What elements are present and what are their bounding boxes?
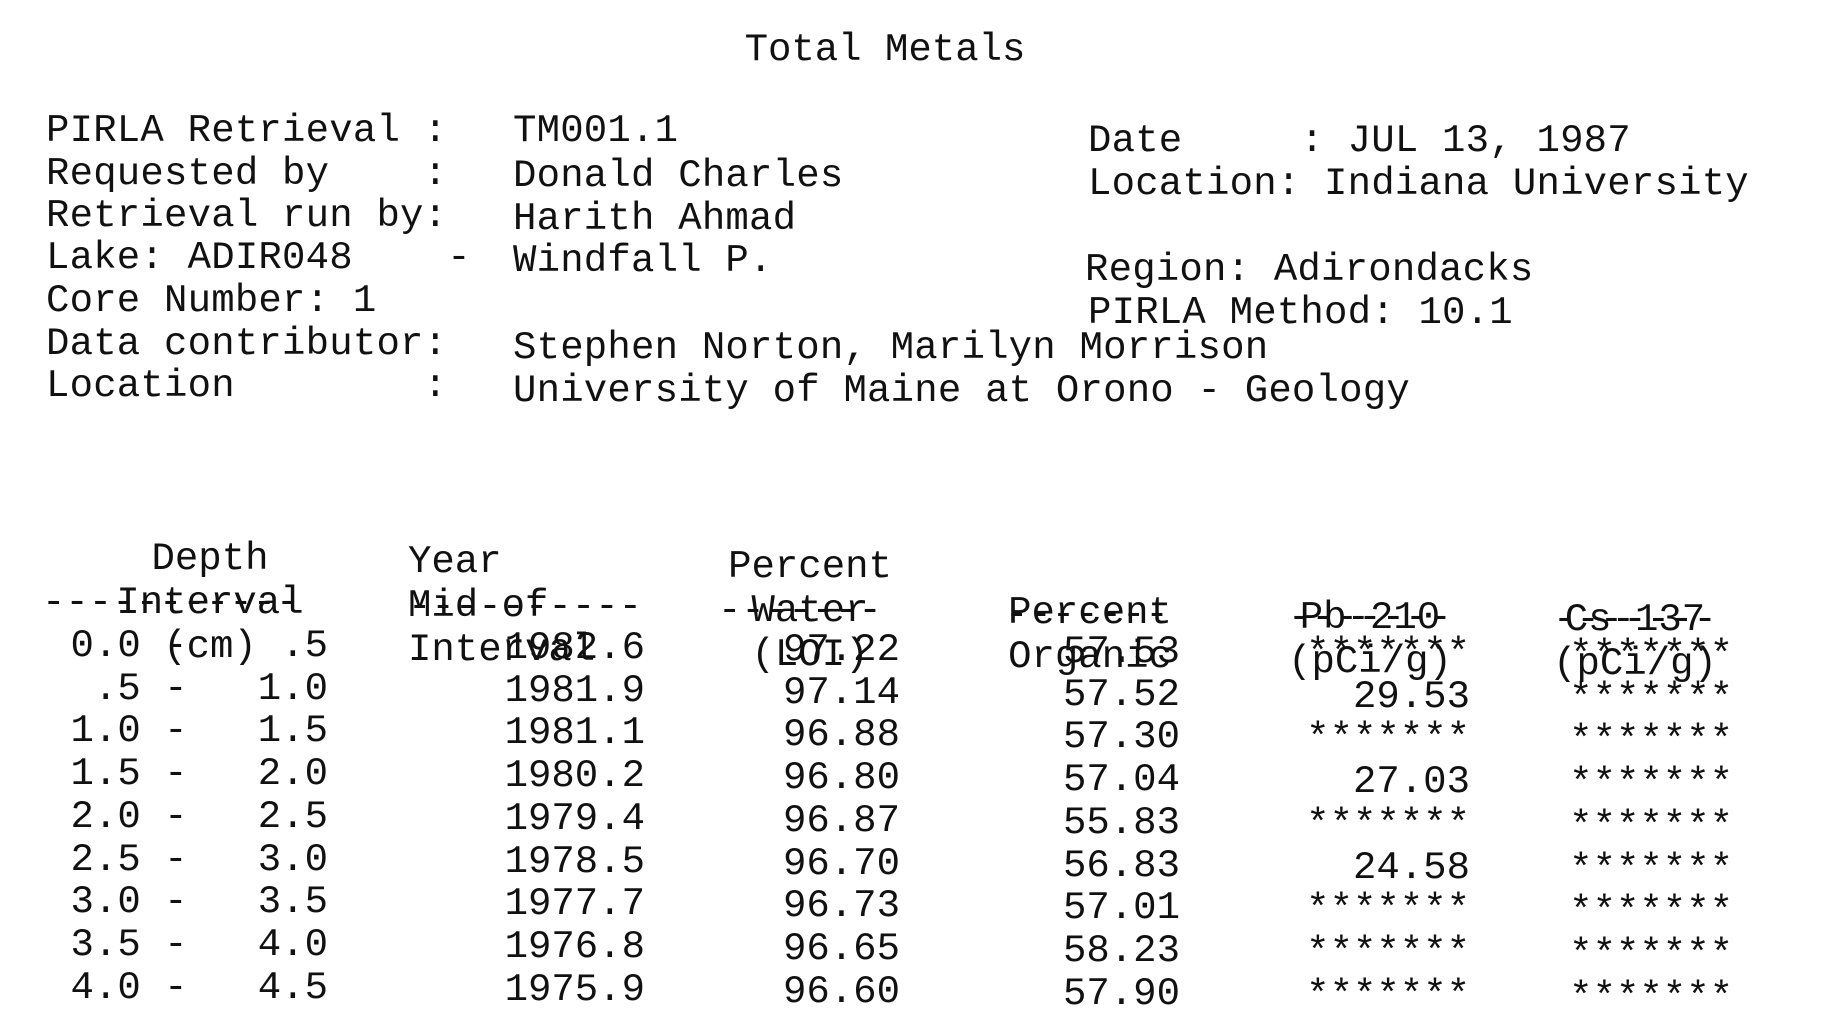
meta-runby-value: Harith Ahmad [513, 197, 797, 241]
cell-depth: 1.5 - 2.0 [70, 752, 328, 797]
col-header-cs137: Cs-137 (pCi/g) [1553, 598, 1717, 686]
meta-location-value: University of Maine at Orono - Geology [513, 369, 1410, 413]
cell-cs137: ******* [1569, 804, 1733, 849]
meta-lake-label: Lake: ADIR048 - [46, 236, 471, 280]
meta-retrieval-label: PIRLA Retrieval : [46, 109, 448, 153]
cell-year: 1979.4 [504, 796, 645, 841]
cell-organic: 56.83 [1062, 843, 1180, 888]
col-rule-depth: ----------- [42, 588, 300, 618]
cell-water: 96.73 [782, 884, 900, 929]
cell-organic: 57.90 [1062, 971, 1180, 1016]
meta-right-location: Location: Indiana University [1088, 162, 1749, 206]
cell-pb210: ******* [1306, 888, 1470, 933]
cell-organic: 58.23 [1062, 928, 1180, 973]
cell-year: 1976.8 [504, 924, 645, 969]
cell-water: 96.87 [782, 798, 900, 843]
col-header-organic: Percent Organic [1008, 591, 1172, 679]
cell-year: 1975.9 [504, 967, 645, 1012]
cell-year: 1981.9 [504, 668, 645, 713]
col-rule-water: ------- [718, 596, 882, 626]
cell-cs137: ******* [1569, 932, 1733, 977]
table-row: 2.5 - 3.0 1978.5 96.70 56.83 24.58 ******* [0, 837, 1838, 891]
cell-depth: 0.0 - .5 [70, 624, 328, 668]
cell-organic: 55.83 [1062, 800, 1180, 845]
cell-cs137: ******* [1569, 890, 1733, 935]
cell-water: 96.70 [782, 841, 900, 886]
meta-retrieval-value: TM001.1 [513, 109, 679, 153]
meta-contributor-value: Stephen Norton, Marilyn Morrison [513, 326, 1269, 370]
cell-cs137: ******* [1569, 719, 1733, 764]
cell-organic: 57.30 [1062, 715, 1180, 760]
meta-requested-label: Requested by : [46, 152, 448, 196]
cell-pb210: 27.03 [1352, 760, 1470, 805]
cell-cs137: ******* [1569, 676, 1733, 721]
col-header-depth: Depth Interval (cm) [116, 537, 304, 669]
meta-region: Region: Adirondacks [1085, 248, 1534, 292]
table-row: .5 - 1.0 1981.9 97.14 57.52 29.53 ******* [0, 666, 1838, 720]
meta-core-label: Core Number: 1 [46, 279, 377, 323]
cell-water: 96.60 [782, 969, 900, 1014]
cell-water: 96.80 [782, 756, 900, 801]
cell-pb210: ******* [1306, 802, 1470, 847]
table-row: 3.5 - 4.0 1976.8 96.65 58.23 ******* ******* [0, 922, 1838, 976]
table-row: 1.0 - 1.5 1981.1 96.88 57.30 ******* ******* [0, 709, 1838, 763]
cell-pb210: ******* [1306, 717, 1470, 762]
cell-organic: 57.01 [1062, 886, 1180, 931]
meta-lake-value: Windfall P. [513, 239, 773, 283]
meta-method: PIRLA Method: 10.1 [1088, 291, 1513, 335]
cell-cs137: ******* [1569, 847, 1733, 892]
cell-depth: 2.5 - 3.0 [70, 837, 328, 882]
table-row: 0.0 - .5 1982.6 97.22 57.53 ******* ******* [0, 624, 1838, 678]
cell-water: 97.22 [782, 628, 900, 672]
cell-pb210: 29.53 [1352, 674, 1470, 719]
cell-depth: 3.5 - 4.0 [70, 922, 328, 967]
cell-depth: .5 - 1.0 [70, 666, 328, 711]
cell-pb210: 24.58 [1352, 845, 1470, 890]
col-header-water: Percent Water (LOI) [728, 545, 892, 677]
document-title: Total Metals [744, 28, 1026, 72]
cell-depth: 4.0 - 4.5 [70, 965, 328, 1010]
cell-cs137: ******* [1569, 975, 1733, 1018]
cell-depth: 2.0 - 2.5 [70, 794, 328, 839]
cell-pb210: ******* [1306, 973, 1470, 1018]
cell-pb210: ******* [1306, 632, 1470, 676]
cell-water: 96.88 [782, 713, 900, 758]
cell-year: 1978.5 [504, 839, 645, 884]
meta-contributor-label: Data contributor: [46, 322, 448, 366]
col-rule-organic: ------- [1005, 600, 1169, 630]
cell-cs137: ******* [1569, 634, 1733, 678]
meta-location-label: Location : [46, 364, 448, 408]
cell-year: 1980.2 [504, 754, 645, 799]
meta-runby-label: Retrieval run by: [46, 194, 448, 238]
table-row: 4.0 - 4.5 1975.9 96.60 57.90 ******* ******* [0, 965, 1838, 1018]
cell-organic: 57.04 [1062, 758, 1180, 803]
cell-depth: 1.0 - 1.5 [70, 709, 328, 754]
cell-depth: 3.0 - 3.5 [70, 880, 328, 925]
cell-pb210: ******* [1306, 930, 1470, 975]
col-rule-pb210: ------- [1288, 603, 1452, 633]
meta-date: Date : JUL 13, 1987 [1088, 119, 1631, 163]
col-rule-year: ---------- [408, 592, 643, 622]
cell-water: 96.65 [782, 926, 900, 971]
cell-year: 1977.7 [504, 882, 645, 927]
cell-year: 1982.6 [504, 626, 645, 670]
col-rule-cs137: ------- [1553, 605, 1717, 635]
cell-organic: 57.53 [1062, 630, 1180, 674]
meta-requested-value: Donald Charles [513, 154, 844, 198]
cell-organic: 57.52 [1062, 672, 1180, 717]
cell-water: 97.14 [782, 670, 900, 715]
cell-year: 1981.1 [504, 711, 645, 756]
table-row: 1.5 - 2.0 1980.2 96.80 57.04 27.03 ******* [0, 752, 1838, 806]
col-header-pb210: Pb-210 (pCi/g) [1288, 596, 1452, 684]
table-row: 2.0 - 2.5 1979.4 96.87 55.83 ******* ******* [0, 794, 1838, 848]
col-header-year: Year Mid of Interval [408, 540, 596, 672]
table-row: 3.0 - 3.5 1977.7 96.73 57.01 ******* ******* [0, 880, 1838, 934]
cell-cs137: ******* [1569, 762, 1733, 807]
